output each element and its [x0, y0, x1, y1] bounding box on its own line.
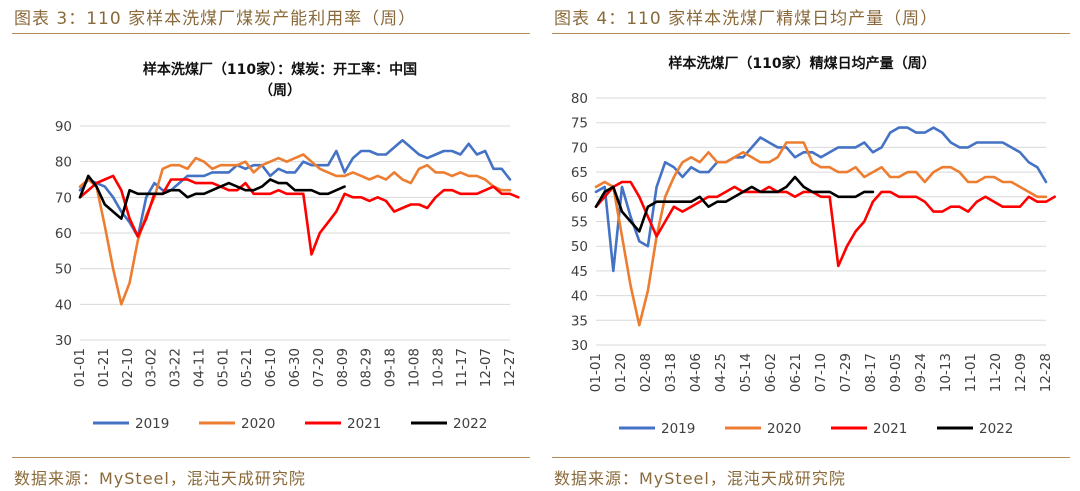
x-tick-label: 10-13: [938, 353, 954, 392]
x-tick-label: 08-09: [335, 348, 351, 387]
x-tick-label: 07-20: [311, 348, 327, 387]
x-tick-label: 05-14: [738, 353, 754, 392]
x-tick-label: 12-09: [1013, 353, 1029, 392]
figure-3-panel: 图表 3：110 家样本洗煤厂煤炭产能利用率（周） 样本洗煤厂（110家）：煤炭…: [12, 0, 530, 491]
figure-3-bottom-rule: [12, 457, 530, 458]
series-line-2019: [594, 126, 1048, 273]
chart-title-line: 样本洗煤厂（110家）精煤日均产量（周）: [668, 55, 935, 72]
series-line-2021: [594, 180, 1057, 268]
legend-label-2020: 2020: [767, 421, 801, 437]
figure-4-chart: 样本洗煤厂（110家）精煤日均产量（周） 30 35 40 45 50 55 60 65 70 75…: [571, 55, 1057, 437]
series-line-2019: [78, 139, 512, 238]
legend-label-2019: 2019: [661, 421, 695, 437]
figure-4-top-rule: [552, 33, 1070, 34]
x-tick-label: 01-20: [613, 353, 629, 392]
y-tick-label: 70: [571, 140, 588, 156]
figure-3-chart: 样本洗煤厂（110家）：煤炭：开工率：中国 （周） 30 40 50 60 70 80 90 01…: [55, 61, 520, 432]
y-tick-label: 45: [571, 264, 588, 280]
x-tick-label: 03-22: [168, 348, 184, 387]
y-tick-label: 90: [55, 119, 72, 135]
y-tick-label: 60: [571, 190, 588, 206]
figure-4-caption: 图表 4：110 家样本洗煤厂精煤日均产量（周）: [554, 9, 939, 29]
figure-4-bottom-rule: [552, 457, 1070, 458]
x-tick-label: 12-27: [502, 348, 518, 387]
x-tick-label: 11-17: [454, 348, 470, 387]
x-tick-label: 10-08: [406, 348, 422, 387]
y-tick-label: 30: [571, 338, 588, 354]
x-tick-label: 05-01: [215, 348, 231, 387]
x-tick-label: 08-29: [359, 348, 375, 387]
y-tick-label: 40: [571, 289, 588, 305]
y-tick-label: 55: [571, 215, 588, 231]
series-line-2022: [594, 175, 875, 233]
x-tick-label: 11-20: [988, 353, 1004, 392]
x-tick-label: 02-08: [638, 353, 654, 392]
x-tick-label: 06-30: [287, 348, 303, 387]
legend-label-2021: 2021: [873, 421, 907, 437]
y-tick-label: 75: [571, 116, 588, 132]
legend-label-2019: 2019: [135, 416, 169, 432]
series-line-2020: [594, 141, 1048, 327]
chart-title-line: 样本洗煤厂（110家）：煤炭：开工率：中国: [143, 61, 417, 78]
x-tick-label: 12-28: [1038, 353, 1054, 392]
y-tick-label: 65: [571, 165, 588, 181]
y-tick-label: 80: [55, 155, 72, 171]
y-tick-label: 80: [571, 91, 588, 107]
x-tick-label: 06-21: [788, 353, 804, 392]
x-tick-label: 04-25: [713, 353, 729, 392]
x-tick-label: 08-17: [863, 353, 879, 392]
x-tick-label: 02-10: [120, 348, 136, 387]
series-line-2022: [78, 174, 346, 220]
x-tick-label: 05-21: [239, 348, 255, 387]
legend-label-2021: 2021: [347, 416, 381, 432]
series-line-2021: [78, 174, 520, 256]
figure-3-top-rule: [12, 33, 530, 34]
x-tick-label: 04-06: [688, 353, 704, 392]
figure-4-source: 数据来源：MySteel，混沌天成研究院: [554, 469, 846, 488]
y-tick-label: 70: [55, 190, 72, 206]
y-tick-label: 60: [55, 226, 72, 242]
x-tick-label: 04-11: [191, 348, 207, 387]
chart-title-line: （周）: [259, 83, 301, 99]
y-tick-label: 30: [55, 333, 72, 349]
series-line-2020: [78, 153, 512, 306]
x-tick-label: 10-28: [430, 348, 446, 387]
figure-4-panel: 图表 4：110 家样本洗煤厂精煤日均产量（周） 样本洗煤厂（110家）精煤日均…: [552, 0, 1070, 491]
legend-label-2022: 2022: [979, 421, 1013, 437]
figure-3-caption: 图表 3：110 家样本洗煤厂煤炭产能利用率（周）: [14, 9, 417, 29]
y-tick-label: 40: [55, 297, 72, 313]
legend-label-2020: 2020: [241, 416, 275, 432]
figure-3-source: 数据来源：MySteel，混沌天成研究院: [14, 469, 306, 488]
x-tick-label: 09-18: [383, 348, 399, 387]
x-tick-label: 07-10: [813, 353, 829, 392]
x-tick-label: 03-02: [144, 348, 160, 387]
y-tick-label: 50: [571, 239, 588, 255]
x-tick-label: 01-01: [588, 353, 604, 392]
y-tick-label: 35: [571, 313, 588, 329]
x-tick-label: 09-05: [888, 353, 904, 392]
x-tick-label: 09-24: [913, 353, 929, 392]
x-tick-label: 12-07: [478, 348, 494, 387]
y-tick-label: 50: [55, 262, 72, 278]
x-tick-label: 01-21: [96, 348, 112, 387]
legend-label-2022: 2022: [453, 416, 487, 432]
x-tick-label: 03-18: [663, 353, 679, 392]
x-tick-label: 06-10: [263, 348, 279, 387]
x-tick-label: 01-01: [72, 348, 88, 387]
x-tick-label: 11-01: [963, 353, 979, 392]
x-tick-label: 07-29: [838, 353, 854, 392]
x-tick-label: 06-02: [763, 353, 779, 392]
